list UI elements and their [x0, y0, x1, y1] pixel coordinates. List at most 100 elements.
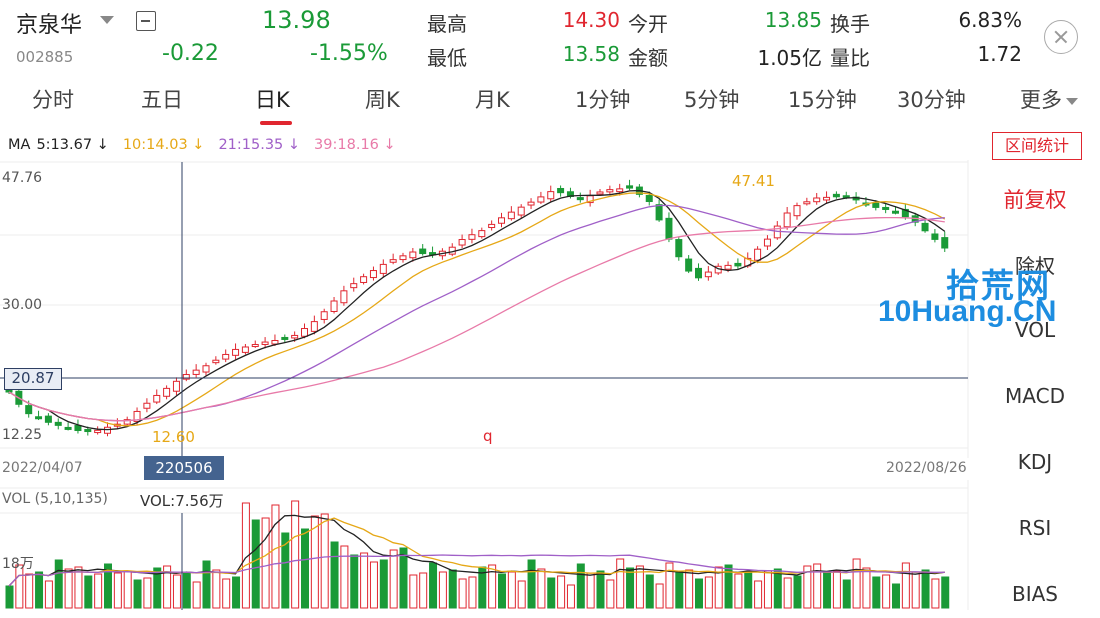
volume-bar — [94, 573, 103, 609]
volume-bar — [143, 577, 152, 609]
sidebar-item-ex-rights[interactable]: 除权 — [1015, 254, 1055, 278]
tab-intraday[interactable]: 分时 — [32, 88, 74, 112]
tab-5min[interactable]: 5分钟 — [684, 88, 740, 112]
ma5-value: 5:13.67 ↓ — [36, 137, 109, 153]
candle-body — [488, 223, 496, 229]
volume-title: VOL (5,10,135) — [2, 491, 108, 507]
volume-bar — [911, 571, 920, 609]
tab-daily-k[interactable]: 日K — [255, 88, 290, 112]
volume-bar — [635, 565, 644, 609]
tab-weekly-k[interactable]: 周K — [365, 88, 400, 112]
price-change-percent: -1.55% — [310, 41, 388, 66]
crosshair-price-label: 20.87 — [4, 368, 62, 390]
volume-bar — [823, 572, 832, 609]
tab-1min[interactable]: 1分钟 — [575, 88, 631, 112]
volume-bar — [675, 571, 684, 609]
volume-bar — [724, 564, 733, 609]
tab-more-label: 更多 — [1020, 88, 1062, 112]
candle-body — [547, 191, 555, 200]
candle-body — [813, 197, 821, 203]
candle-body — [606, 189, 614, 193]
collapse-icon[interactable] — [136, 11, 156, 31]
candle-body — [25, 405, 33, 415]
candle-body — [84, 429, 92, 433]
max-price-label: 47.41 — [732, 172, 775, 190]
volume-bar — [498, 573, 506, 609]
tab-monthly-k[interactable]: 月K — [475, 88, 510, 112]
candle-body — [419, 248, 427, 255]
sidebar-item-forward-adjusted[interactable]: 前复权 — [1003, 188, 1067, 212]
volume-bar — [586, 572, 595, 609]
volume-bar — [882, 574, 891, 609]
volume-bar — [202, 560, 211, 609]
volume-bar — [409, 574, 418, 609]
volume-bar — [813, 563, 822, 609]
quote-header: 京泉华 002885 13.98 -0.22 -1.55% 最高 14.30 最… — [0, 0, 1100, 76]
volume-bar — [921, 569, 930, 609]
volume-chart[interactable] — [0, 480, 975, 618]
volume-bar — [547, 577, 556, 609]
stock-name[interactable]: 京泉华 — [16, 13, 83, 38]
volume-bar — [113, 572, 122, 609]
volume-bar — [133, 579, 142, 609]
volume-bar — [773, 568, 782, 609]
min-price-label: 12.60 — [152, 428, 195, 446]
ma21-value: 21:15.35 ↓ — [218, 137, 301, 153]
volume-bar — [399, 547, 408, 609]
tab-five-day[interactable]: 五日 — [141, 88, 183, 112]
volume-bar — [163, 565, 172, 609]
sidebar-item-rsi[interactable]: RSI — [1018, 516, 1052, 540]
candle-body — [389, 259, 397, 263]
volume-bar — [25, 573, 34, 609]
tab-30min[interactable]: 30分钟 — [897, 88, 966, 112]
tab-more[interactable]: 更多 — [1020, 84, 1078, 114]
candle-body — [104, 426, 111, 434]
volume-bar — [271, 504, 280, 609]
ma-lines — [8, 189, 946, 431]
volume-bar — [182, 572, 191, 609]
volume-bar — [832, 570, 841, 609]
candle-body — [537, 196, 545, 203]
y-axis-mid: 30.00 — [2, 297, 43, 313]
volume-bar — [892, 583, 900, 609]
volume-bar — [192, 581, 201, 609]
interval-stats-button[interactable]: 区间统计 — [992, 132, 1082, 160]
stock-switch-arrow-icon[interactable] — [100, 16, 114, 24]
candle-body — [133, 410, 141, 422]
volume-bar — [74, 566, 83, 609]
turnover-label: 换手 — [830, 12, 870, 36]
volume-bar — [862, 567, 871, 609]
volume-bar — [803, 565, 812, 609]
volume-bar — [84, 575, 93, 609]
sidebar-item-macd[interactable]: MACD — [1005, 384, 1065, 408]
volume-bar — [389, 549, 398, 609]
volume-bar — [468, 576, 477, 609]
close-icon[interactable] — [1044, 20, 1078, 54]
volume-ma-lines — [8, 514, 945, 587]
volume-bar — [557, 575, 566, 609]
volume-bars — [5, 500, 950, 609]
low-label: 最低 — [427, 46, 467, 70]
ma-legend: MA 5:13.67 ↓ 10:14.03 ↓ 21:15.35 ↓ 39:18.16 … — [8, 137, 410, 153]
sidebar-item-bias[interactable]: BIAS — [1012, 582, 1058, 606]
candlestick-chart[interactable]: 47.41 12.60 q — [0, 160, 975, 458]
volume-bar — [685, 569, 694, 609]
candle-body — [350, 283, 358, 289]
candle-body — [74, 425, 82, 432]
volume-bar — [655, 583, 664, 609]
candle-body — [458, 239, 466, 246]
candle-body — [399, 255, 407, 261]
low-value: 13.58 — [562, 42, 620, 66]
volume-bar — [734, 573, 743, 609]
volume-bar — [941, 576, 950, 609]
volume-value: VOL:7.56万 — [140, 492, 224, 510]
volume-bar — [369, 561, 378, 609]
candle-body — [409, 251, 417, 259]
tab-15min[interactable]: 15分钟 — [788, 88, 857, 112]
candle-body — [626, 185, 634, 189]
sidebar-item-vol[interactable]: VOL — [1014, 318, 1056, 342]
sidebar-item-kdj[interactable]: KDJ — [1017, 450, 1053, 474]
candle-body — [507, 211, 515, 220]
candle-body — [232, 348, 240, 356]
volume-bar — [320, 513, 329, 609]
